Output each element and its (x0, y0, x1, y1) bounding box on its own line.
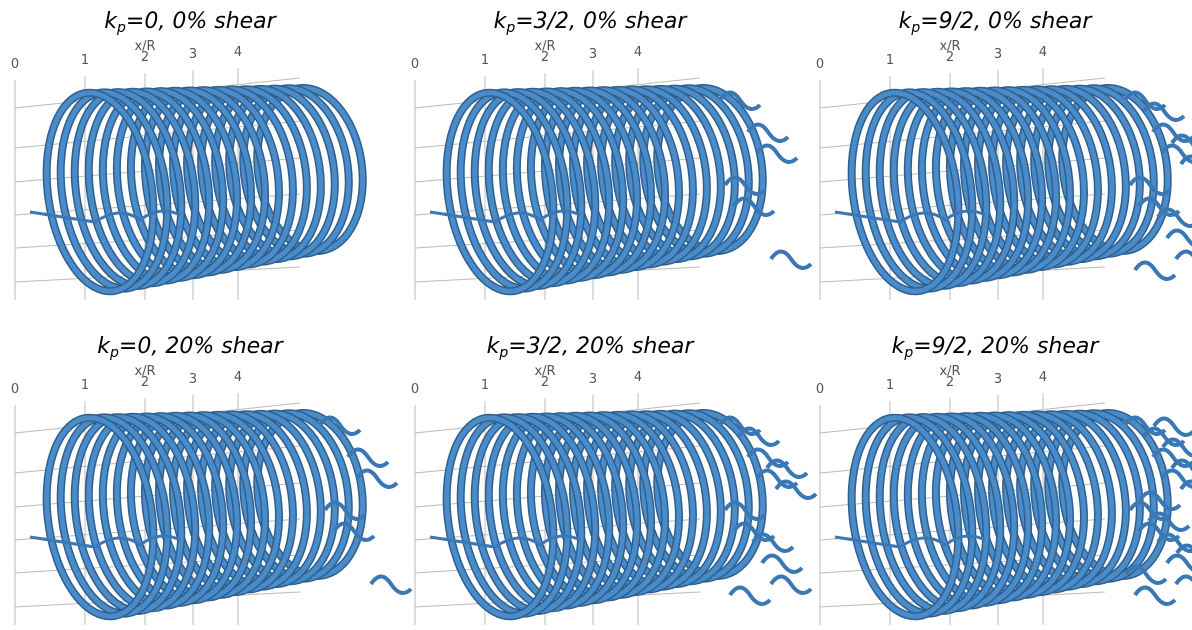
vortex-breakdown (1172, 461, 1192, 478)
x-tick-label: 4 (1039, 370, 1047, 385)
x-tick-label: 3 (589, 372, 597, 387)
title-subscript: p (116, 20, 126, 36)
vortex-breakdown (1167, 556, 1192, 573)
vortex-breakdown (1172, 136, 1192, 153)
title-subscript: p (910, 20, 920, 36)
title-text: =3/2, 20% shear (508, 334, 695, 359)
vortex-breakdown (1176, 252, 1192, 269)
title-text: =3/2, 0% shear (515, 9, 688, 34)
title-subscript: p (903, 345, 913, 361)
x-tick-label: 1 (481, 378, 489, 393)
x-tick-label: 1 (886, 53, 894, 68)
x-tick-label: 3 (994, 47, 1002, 62)
vortex-breakdown (771, 577, 811, 594)
vortex-breakdown (371, 577, 411, 594)
x-axis-label: x/R (534, 364, 555, 379)
panel-title: kp=0, 20% shear (97, 334, 284, 361)
x-tick-label: 0 (816, 57, 824, 72)
x-tick-label: 4 (234, 370, 242, 385)
x-axis-label: x/R (939, 39, 960, 54)
figure: kp=0, 0% shear01234x/Rkp=3/2, 0% shear01… (0, 0, 1192, 630)
x-tick-label: 4 (634, 45, 642, 60)
panel-title: kp=9/2, 0% shear (899, 9, 1094, 36)
title-text: =9/2, 0% shear (920, 9, 1093, 34)
panel-title: kp=3/2, 0% shear (494, 9, 689, 36)
x-tick-label: 4 (1039, 45, 1047, 60)
x-tick-label: 3 (589, 47, 597, 62)
title-subscript: p (109, 345, 119, 361)
x-tick-label: 3 (994, 372, 1002, 387)
x-axis-label: x/R (134, 364, 155, 379)
x-tick-label: 0 (816, 382, 824, 397)
x-axis-label: x/R (534, 39, 555, 54)
title-text: =0, 0% shear (126, 9, 278, 34)
panel-title: kp=3/2, 20% shear (487, 334, 696, 361)
vortex-breakdown (1163, 440, 1192, 457)
vortex-breakdown (762, 556, 802, 573)
x-tick-label: 1 (81, 53, 89, 68)
x-tick-label: 3 (189, 47, 197, 62)
x-tick-label: 0 (411, 382, 419, 397)
title-subscript: p (505, 20, 515, 36)
panel-title: kp=9/2, 20% shear (892, 334, 1101, 361)
x-axis-label: x/R (939, 364, 960, 379)
x-tick-label: 1 (81, 378, 89, 393)
x-tick-label: 4 (234, 45, 242, 60)
title-subscript: p (498, 345, 508, 361)
x-tick-label: 0 (11, 57, 19, 72)
x-axis-label: x/R (134, 39, 155, 54)
panel: kp=3/2, 20% shear01234x/R (411, 334, 816, 625)
title-text: =9/2, 20% shear (913, 334, 1100, 359)
vortex-breakdown (771, 252, 811, 269)
vortex-breakdown (1135, 588, 1175, 605)
x-tick-label: 0 (11, 382, 19, 397)
panel-title: kp=0, 0% shear (104, 9, 277, 36)
x-tick-label: 1 (886, 378, 894, 393)
vortex-breakdown (1176, 577, 1192, 594)
vortex-breakdown (1135, 263, 1175, 280)
x-tick-label: 0 (411, 57, 419, 72)
vortex-breakdown (730, 588, 770, 605)
x-tick-label: 1 (481, 53, 489, 68)
x-tick-label: 3 (189, 372, 197, 387)
vortex-breakdown (1167, 231, 1192, 248)
title-text: =0, 20% shear (119, 334, 285, 359)
x-tick-label: 4 (634, 370, 642, 385)
